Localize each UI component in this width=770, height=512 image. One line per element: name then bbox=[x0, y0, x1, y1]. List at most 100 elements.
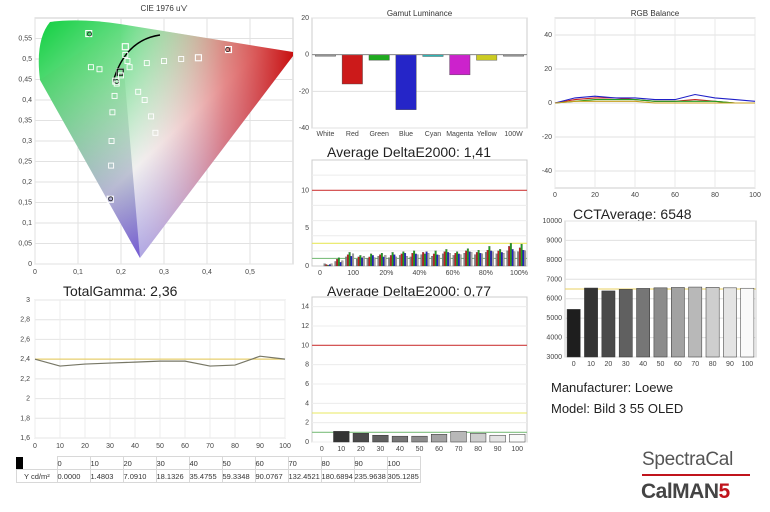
de1-bar bbox=[361, 257, 364, 267]
de1-bar bbox=[334, 261, 337, 267]
table-header: 100 bbox=[386, 456, 421, 470]
de2-xtick: 70 bbox=[455, 446, 463, 452]
cct-label: CCTAverage: 6548 bbox=[573, 206, 692, 222]
de1-bar bbox=[337, 257, 340, 267]
de2-bar bbox=[333, 431, 350, 443]
cie-ytick: 0,15 bbox=[18, 200, 32, 207]
de1-bar bbox=[474, 254, 477, 267]
de2-xtick: 100 bbox=[511, 446, 523, 452]
cct-bar bbox=[584, 287, 598, 358]
de1-bar bbox=[517, 251, 520, 267]
table-cell: 59.3348 bbox=[221, 469, 256, 483]
de2-ytick: 6 bbox=[305, 381, 309, 388]
cct-xtick: 20 bbox=[605, 361, 613, 368]
de1-bar bbox=[414, 253, 417, 267]
cct-ytick: 10000 bbox=[543, 218, 563, 225]
table-corner bbox=[17, 457, 58, 470]
de1-label: Average DeltaE2000: 1,41 bbox=[327, 144, 491, 160]
gamma-ytick: 2,6 bbox=[20, 336, 30, 343]
de1-bar bbox=[457, 253, 460, 267]
de1-bar bbox=[431, 256, 434, 267]
cct-bar bbox=[618, 289, 633, 358]
de1-bar bbox=[502, 253, 505, 267]
cct-bar bbox=[723, 287, 737, 358]
de2-xtick: 60 bbox=[435, 446, 443, 452]
luminance-table: 0 10 20 30 40 50 60 70 80 90 100 Y cd/m²… bbox=[16, 456, 421, 483]
table-header: 60 bbox=[254, 456, 289, 470]
cct-ytick: 5000 bbox=[546, 315, 562, 322]
table-header-row: 0 10 20 30 40 50 60 70 80 90 100 bbox=[17, 456, 421, 470]
gamma-xtick: 20 bbox=[81, 443, 89, 450]
gamut-bar-red bbox=[341, 54, 363, 85]
de1-bar bbox=[348, 252, 351, 267]
de1-bar bbox=[400, 253, 403, 267]
cct-xtick: 10 bbox=[587, 361, 595, 368]
rgb-xtick: 40 bbox=[631, 192, 639, 199]
de1-bar bbox=[395, 256, 398, 267]
de1-bar bbox=[339, 262, 342, 267]
cct-xtick: 50 bbox=[657, 361, 665, 368]
de1-bar bbox=[432, 253, 435, 267]
de1-bar bbox=[445, 249, 448, 267]
logo-divider bbox=[642, 474, 750, 476]
de1-bar bbox=[362, 256, 365, 267]
rgb-ytick: -40 bbox=[542, 168, 552, 175]
de1-xtick: 100% bbox=[510, 270, 528, 277]
gamut-ytick: 20 bbox=[301, 15, 309, 22]
de2-ytick: 12 bbox=[301, 323, 309, 330]
cie-sweep-marker bbox=[152, 129, 159, 136]
table-cell: 35.4755 bbox=[188, 469, 223, 483]
de1-bar bbox=[346, 254, 349, 267]
gamma-ytick: 1,6 bbox=[20, 435, 30, 442]
cie-ytick: 0,45 bbox=[18, 77, 32, 84]
gamma-chart: 3 2,8 2,6 2,4 2,2 2 1,8 1,60 10 20 30 40 50 60 70 80 90 1… bbox=[20, 297, 291, 450]
cie-sweep-marker bbox=[122, 51, 129, 58]
cie-xtick: 0 bbox=[33, 269, 37, 276]
cie-xtick: 0,3 bbox=[159, 269, 169, 276]
de1-bar bbox=[366, 258, 369, 267]
spectracal-logo: SpectraCal bbox=[642, 449, 733, 470]
cie-chart: 0 0,1 0,2 0,3 0,4 0,5 0,55 0,5 0,45 0,4 0,35 0,3 0,2… bbox=[18, 17, 294, 276]
de1-bar bbox=[436, 254, 439, 267]
de2-xtick: 50 bbox=[416, 446, 424, 452]
de1-bar bbox=[456, 251, 459, 267]
de1-bar bbox=[368, 256, 371, 267]
de1-bar bbox=[350, 256, 353, 267]
table-header: 50 bbox=[221, 456, 256, 470]
gamut-xtick: White bbox=[316, 131, 334, 138]
de1-ytick: 0 bbox=[305, 263, 309, 270]
gamma-ytick: 1,8 bbox=[20, 415, 30, 422]
de1-bar bbox=[443, 251, 446, 267]
cie-sweep-marker bbox=[141, 97, 148, 103]
gamut-xtick: Magenta bbox=[446, 131, 473, 138]
de1-bar bbox=[359, 255, 362, 267]
de1-bar bbox=[423, 253, 426, 267]
de1-bar bbox=[379, 254, 382, 267]
cct-chart: 10000 9000 8000 7000 6000 5000 4000 3000 0 10 20 30… bbox=[543, 218, 757, 368]
de1-bar bbox=[463, 253, 466, 267]
de1-bar bbox=[468, 251, 471, 267]
cie-sweep-marker bbox=[87, 64, 94, 71]
gamma-xtick: 100 bbox=[279, 443, 291, 450]
gamut-bar-green bbox=[368, 54, 390, 61]
gamma-xtick: 0 bbox=[33, 443, 37, 450]
de1-bar bbox=[352, 253, 355, 267]
cie-ytick: 0,3 bbox=[22, 138, 32, 145]
de2-xtick: 20 bbox=[357, 446, 365, 452]
de2-bar bbox=[391, 435, 409, 443]
cie-ytick: 0,4 bbox=[22, 97, 32, 104]
cct-ytick: 6000 bbox=[546, 296, 562, 303]
gamut-ytick: -20 bbox=[299, 88, 309, 95]
de1-bar bbox=[371, 255, 374, 267]
cie-sweep-marker bbox=[124, 58, 131, 64]
cie-sweep-marker bbox=[96, 66, 103, 73]
de2-ytick: 0 bbox=[305, 439, 309, 446]
de1-bar bbox=[466, 248, 469, 267]
cie-ytick: 0,1 bbox=[22, 220, 32, 227]
cie-planckian-locus bbox=[112, 34, 161, 83]
table-header: 70 bbox=[287, 456, 322, 470]
de1-bar bbox=[328, 264, 331, 267]
table-cell: 0.0000 bbox=[56, 469, 91, 483]
gamut-xtick: Cyan bbox=[425, 131, 441, 138]
table-cell: 180.6894 bbox=[320, 469, 355, 483]
